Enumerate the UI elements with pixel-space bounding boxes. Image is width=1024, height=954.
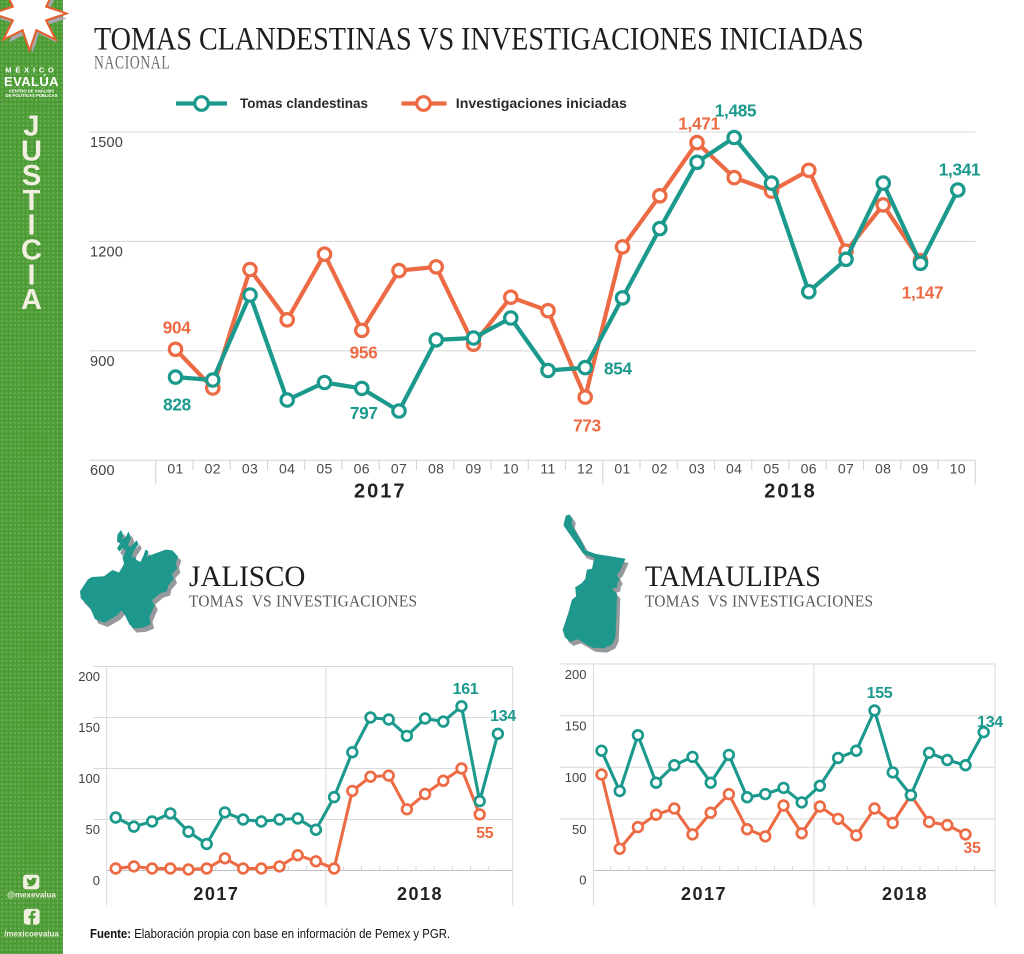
svg-text:08: 08: [875, 461, 891, 477]
svg-text:TOMAS VS INVESTIGACIONES: TOMAS VS INVESTIGACIONES: [189, 593, 417, 611]
svg-text:35: 35: [963, 840, 981, 857]
svg-text:U: U: [21, 135, 42, 167]
svg-text:DE POLÍTICAS PÚBLICAS: DE POLÍTICAS PÚBLICAS: [6, 93, 58, 98]
svg-text:161: 161: [453, 681, 479, 698]
svg-text:134: 134: [490, 708, 516, 725]
svg-text:02: 02: [652, 461, 668, 477]
svg-text:05: 05: [316, 461, 332, 477]
svg-text:1200: 1200: [90, 244, 123, 260]
svg-text:T: T: [23, 185, 41, 217]
svg-text:1,485: 1,485: [715, 101, 757, 121]
svg-text:11: 11: [540, 461, 555, 477]
svg-text:2018: 2018: [882, 884, 928, 904]
svg-text:09: 09: [465, 461, 481, 477]
svg-text:I: I: [27, 259, 35, 291]
svg-text:2017: 2017: [354, 481, 407, 503]
svg-text:/mexicoevalua: /mexicoevalua: [4, 930, 59, 939]
svg-text:05: 05: [763, 461, 779, 477]
svg-text:03: 03: [242, 461, 258, 477]
svg-text:04: 04: [726, 461, 742, 477]
svg-text:TOMAS VS INVESTIGACIONES: TOMAS VS INVESTIGACIONES: [645, 593, 873, 611]
svg-text:1500: 1500: [90, 135, 123, 151]
svg-text:10: 10: [503, 461, 519, 477]
svg-text:TAMAULIPAS: TAMAULIPAS: [645, 560, 821, 593]
svg-text:07: 07: [838, 461, 854, 477]
svg-text:01: 01: [167, 461, 183, 477]
svg-text:900: 900: [90, 354, 115, 370]
svg-text:MÉXICO: MÉXICO: [5, 66, 57, 75]
svg-text:12: 12: [577, 461, 593, 477]
svg-text:2017: 2017: [681, 884, 727, 904]
svg-text:04: 04: [279, 461, 295, 477]
svg-text:@mexevalua: @mexevalua: [7, 891, 56, 900]
svg-text:C: C: [21, 235, 42, 267]
svg-text:TOMAS CLANDESTINAS VS INVESTIG: TOMAS CLANDESTINAS VS INVESTIGACIONES IN…: [94, 20, 864, 57]
svg-text:0: 0: [93, 873, 100, 888]
svg-text:956: 956: [350, 343, 378, 363]
svg-text:828: 828: [163, 395, 192, 415]
svg-text:07: 07: [391, 461, 407, 477]
svg-text:I: I: [27, 210, 35, 242]
svg-text:150: 150: [565, 719, 587, 734]
svg-text:A: A: [21, 284, 42, 316]
svg-text:854: 854: [604, 359, 633, 379]
svg-text:Investigaciones iniciadas: Investigaciones iniciadas: [456, 96, 627, 112]
svg-text:1,147: 1,147: [902, 283, 944, 303]
svg-text:134: 134: [977, 714, 1003, 731]
svg-text:JALISCO: JALISCO: [189, 561, 305, 593]
svg-text:Fuente: Elaboración propia con: Fuente: Elaboración propia con base en i…: [90, 926, 450, 941]
svg-text:797: 797: [350, 403, 378, 423]
svg-text:02: 02: [205, 461, 221, 477]
svg-text:Tomas clandestinas: Tomas clandestinas: [240, 96, 368, 111]
svg-text:08: 08: [428, 461, 444, 477]
svg-text:06: 06: [801, 461, 817, 477]
svg-text:100: 100: [565, 770, 587, 785]
svg-text:50: 50: [86, 822, 100, 837]
svg-text:904: 904: [163, 318, 192, 338]
svg-text:600: 600: [90, 463, 115, 479]
svg-text:2018: 2018: [397, 884, 443, 904]
svg-text:J: J: [23, 111, 39, 143]
svg-text:NACIONAL: NACIONAL: [94, 52, 170, 73]
svg-text:EVALÚA: EVALÚA: [4, 74, 59, 89]
svg-text:150: 150: [78, 720, 100, 735]
svg-text:01: 01: [614, 461, 630, 477]
svg-text:CENTRO DE ANÁLISIS: CENTRO DE ANÁLISIS: [9, 88, 54, 93]
svg-text:2017: 2017: [193, 884, 239, 904]
svg-text:S: S: [22, 160, 41, 192]
svg-text:2018: 2018: [764, 481, 817, 503]
svg-text:200: 200: [78, 669, 100, 684]
svg-text:1,341: 1,341: [939, 160, 981, 180]
svg-text:55: 55: [476, 825, 494, 842]
svg-text:10: 10: [950, 461, 966, 477]
svg-text:0: 0: [579, 873, 586, 888]
svg-text:1,471: 1,471: [678, 114, 720, 134]
svg-text:50: 50: [572, 822, 586, 837]
svg-text:155: 155: [867, 685, 893, 702]
svg-text:09: 09: [912, 461, 928, 477]
svg-text:03: 03: [689, 461, 705, 477]
svg-text:100: 100: [78, 771, 100, 786]
svg-text:06: 06: [354, 461, 370, 477]
svg-text:200: 200: [565, 667, 587, 682]
svg-text:773: 773: [573, 416, 601, 436]
